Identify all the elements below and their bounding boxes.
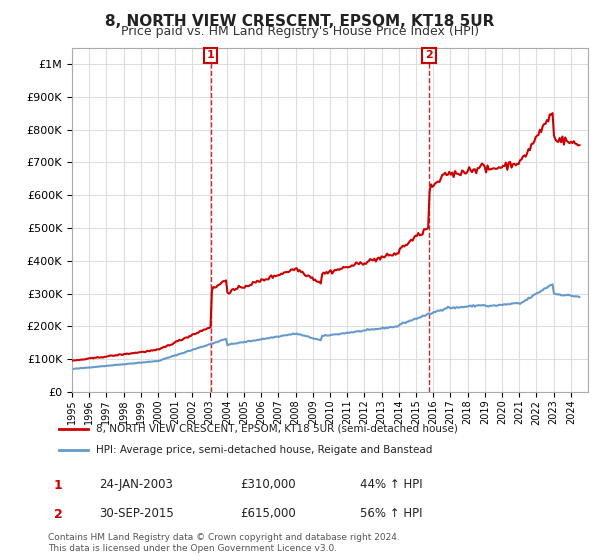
Text: 44% ↑ HPI: 44% ↑ HPI xyxy=(360,478,422,491)
Text: 30-SEP-2015: 30-SEP-2015 xyxy=(99,507,174,520)
Text: 8, NORTH VIEW CRESCENT, EPSOM, KT18 5UR (semi-detached house): 8, NORTH VIEW CRESCENT, EPSOM, KT18 5UR … xyxy=(95,424,457,434)
Text: 1: 1 xyxy=(53,479,62,492)
Text: 2: 2 xyxy=(53,508,62,521)
Text: 2: 2 xyxy=(425,50,433,60)
Text: £310,000: £310,000 xyxy=(240,478,296,491)
Text: 1: 1 xyxy=(207,50,215,60)
Text: Price paid vs. HM Land Registry's House Price Index (HPI): Price paid vs. HM Land Registry's House … xyxy=(121,25,479,38)
Text: 56% ↑ HPI: 56% ↑ HPI xyxy=(360,507,422,520)
Text: 8, NORTH VIEW CRESCENT, EPSOM, KT18 5UR: 8, NORTH VIEW CRESCENT, EPSOM, KT18 5UR xyxy=(106,14,494,29)
Text: Contains HM Land Registry data © Crown copyright and database right 2024.
This d: Contains HM Land Registry data © Crown c… xyxy=(48,533,400,553)
Text: HPI: Average price, semi-detached house, Reigate and Banstead: HPI: Average price, semi-detached house,… xyxy=(95,445,432,455)
Text: £615,000: £615,000 xyxy=(240,507,296,520)
Text: 24-JAN-2003: 24-JAN-2003 xyxy=(99,478,173,491)
